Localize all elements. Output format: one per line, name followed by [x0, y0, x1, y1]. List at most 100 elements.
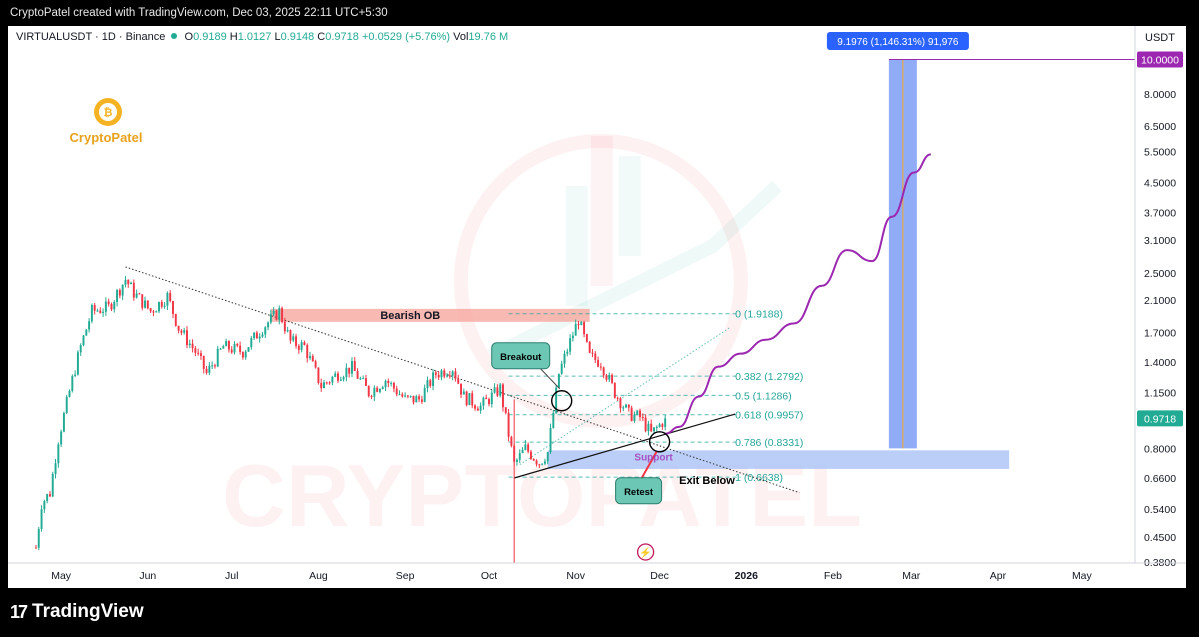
- candle-body: [60, 431, 63, 445]
- candle-body: [370, 396, 373, 398]
- fib-level-label: 0.618 (0.9957): [735, 410, 803, 422]
- candle-body: [398, 394, 401, 396]
- candle-body: [51, 473, 54, 497]
- high-label: H: [229, 31, 238, 43]
- candle-body: [197, 352, 200, 354]
- candle-body: [183, 330, 186, 333]
- lightning-icon: [636, 543, 655, 561]
- candle-body: [289, 330, 292, 341]
- candle-body: [555, 387, 558, 413]
- candle-body: [515, 459, 518, 462]
- candle-body: [247, 347, 250, 352]
- retest-pointer: [638, 451, 658, 483]
- time-tick-label: Nov: [566, 570, 585, 582]
- candle-body: [172, 301, 174, 314]
- price-tick-label: 1.4000: [1144, 357, 1176, 369]
- candle-body: [309, 356, 312, 359]
- candle-body: [99, 310, 102, 313]
- lightning-glyph: ⚡: [639, 546, 651, 559]
- candle-body: [127, 279, 130, 285]
- fib-level-label: 0 (1.9188): [735, 309, 783, 321]
- time-tick-label: Dec: [650, 570, 669, 582]
- price-tick-label: 0.4500: [1144, 532, 1176, 544]
- candle-body: [264, 327, 267, 335]
- candle-body: [43, 500, 46, 510]
- candle-body: [507, 412, 510, 437]
- watermark-candle: [618, 156, 641, 256]
- candle-body: [401, 394, 404, 397]
- candle-body: [328, 382, 331, 384]
- candle-body: [457, 378, 460, 384]
- candle-body: [364, 378, 367, 386]
- candle-body: [625, 404, 628, 408]
- candle-body: [337, 373, 339, 381]
- candle-body: [320, 382, 323, 389]
- candle-body: [633, 414, 636, 421]
- candle-body: [591, 352, 594, 354]
- breakout-circle: [551, 390, 573, 412]
- candle-body: [71, 375, 74, 391]
- last-price-tag: [1137, 410, 1183, 427]
- candle-body: [241, 352, 244, 358]
- descending-trendline: [125, 266, 800, 494]
- fib-level-label: 0.786 (0.8331): [735, 437, 803, 449]
- candle-body: [130, 282, 133, 285]
- candle-body: [339, 379, 342, 381]
- logo-coin-inner: [99, 103, 117, 121]
- candle-body: [580, 322, 583, 326]
- candle-body: [527, 444, 530, 452]
- candle-body: [353, 361, 356, 371]
- time-tick-label: 2026: [735, 570, 759, 582]
- candle-body: [443, 370, 446, 377]
- candle-body: [373, 387, 376, 397]
- candle-body: [440, 370, 443, 378]
- candle-body: [569, 338, 572, 352]
- last-price-label: 0.9718: [1144, 413, 1176, 425]
- candle-body: [46, 494, 49, 501]
- candle-body: [661, 424, 664, 427]
- candle-body: [356, 370, 359, 379]
- price-tick-label: 8.0000: [1144, 89, 1176, 101]
- candle-body: [177, 325, 180, 331]
- candle-body: [188, 343, 191, 346]
- candle-body: [281, 308, 284, 322]
- symbol-label[interactable]: VIRTUALUSDT · 1D · Binance: [16, 31, 166, 43]
- candle-body: [90, 305, 93, 322]
- price-tick-label: 4.5000: [1144, 177, 1176, 189]
- price-tick-label: 5.5000: [1144, 147, 1176, 159]
- candle-body: [577, 323, 580, 326]
- tradingview-brand[interactable]: 17 TradingView: [10, 601, 144, 623]
- candle-body: [216, 348, 219, 367]
- candle-body: [79, 345, 82, 353]
- watermark-candle: [565, 186, 588, 306]
- price-tick-label: 6.5000: [1144, 121, 1176, 133]
- candle-body: [48, 494, 51, 497]
- candle-body: [54, 463, 57, 474]
- candle-body: [426, 380, 429, 389]
- candle-body: [362, 378, 365, 380]
- candle-body: [462, 391, 465, 395]
- candle-body: [104, 301, 107, 312]
- candle-body: [541, 463, 544, 465]
- candle-body: [272, 310, 275, 315]
- candle-body: [295, 336, 298, 346]
- candle-body: [627, 404, 630, 408]
- breakout-badge: [491, 342, 551, 370]
- candle-body: [258, 336, 261, 339]
- candle-body: [323, 382, 325, 389]
- price-tick-label: 0.6600: [1144, 473, 1176, 485]
- candle-body: [538, 464, 541, 466]
- candle-body: [437, 374, 440, 378]
- candle-body: [278, 308, 281, 320]
- candle-body: [532, 458, 535, 461]
- watermark-ring: [453, 134, 748, 428]
- candle-body: [261, 334, 264, 337]
- candle-body: [518, 453, 521, 460]
- low-label: L: [274, 31, 281, 43]
- candle-body: [303, 342, 306, 346]
- retest-label: Retest: [624, 487, 654, 498]
- candle-body: [331, 376, 334, 383]
- candle-body: [317, 367, 320, 383]
- candle-body: [283, 321, 286, 332]
